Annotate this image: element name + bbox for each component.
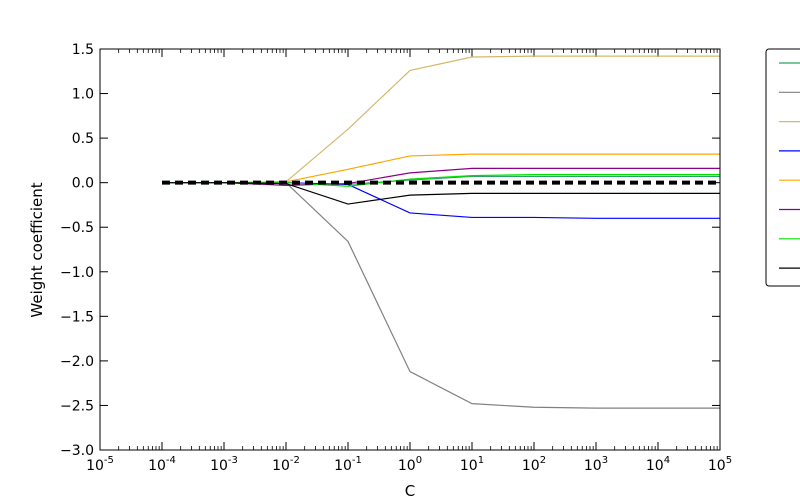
y-tick-labels: 1.5 1.0 0.5 0.0 −0.5 −1.0 −1.5 −2.0 −2.5 −3.0 <box>60 42 94 459</box>
legend-box <box>765 48 800 287</box>
x-tick-label: 104 <box>646 455 670 474</box>
y-tick-label: 1.5 <box>72 42 94 58</box>
y-tick-label: −3.0 <box>60 443 94 459</box>
x-axis-label: C <box>405 482 415 500</box>
y-tick-label: −0.5 <box>60 220 94 236</box>
x-tick-label: 10-1 <box>334 455 362 474</box>
y-tick-label: 1.0 <box>72 87 94 103</box>
axis-ticks <box>99 48 721 451</box>
y-tick-label: 0.0 <box>72 176 94 192</box>
y-tick-label: −2.0 <box>60 354 94 370</box>
y-axis-label: Weight coefficient <box>28 182 46 317</box>
legend <box>765 48 800 287</box>
y-tick-label: −2.5 <box>60 398 94 414</box>
x-tick-label: 101 <box>460 455 484 474</box>
y-tick-label: −1.5 <box>60 309 94 325</box>
plot-area <box>100 49 720 450</box>
x-tick-labels: 10-5 10-4 10-3 10-2 10-1 100 101 102 103 104 105 <box>86 455 732 474</box>
y-tick-label: 0.5 <box>72 131 94 147</box>
x-tick-label: 103 <box>584 455 608 474</box>
y-tick-label: −1.0 <box>60 265 94 281</box>
x-tick-label: 10-4 <box>148 455 176 474</box>
x-tick-label: 10-5 <box>86 455 114 474</box>
plot-frame <box>99 48 721 451</box>
x-tick-label: 10-3 <box>210 455 238 474</box>
x-tick-label: 100 <box>398 455 422 474</box>
x-tick-label: 105 <box>708 455 732 474</box>
x-tick-label: 102 <box>522 455 546 474</box>
x-tick-label: 10-2 <box>272 455 300 474</box>
